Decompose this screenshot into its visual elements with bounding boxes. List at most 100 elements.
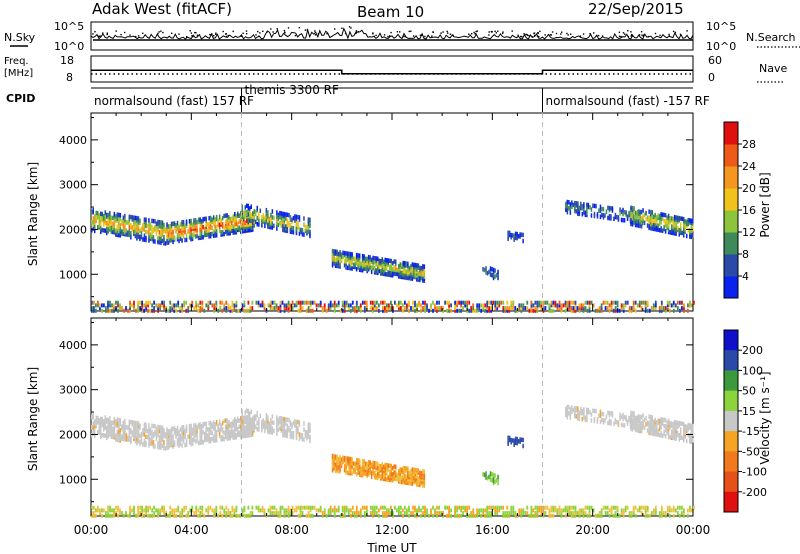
velocity-clutter-cell: [558, 505, 561, 510]
noise-search-point: [622, 32, 625, 34]
power-echo-cell: [214, 231, 216, 236]
power-echo-cell: [622, 217, 624, 223]
power-clutter-cell: [215, 303, 218, 308]
velocity-clutter-cell: [448, 511, 450, 516]
power-echo-cell: [91, 228, 93, 233]
power-clutter-cell: [137, 308, 139, 313]
power-echo-cell: [163, 234, 165, 240]
velocity-clutter-cell: [406, 511, 408, 516]
velocity-echo-cell: [121, 434, 123, 439]
power-echo-cell: [337, 259, 340, 265]
power-echo-cell: [196, 219, 198, 225]
power-clutter-cell: [679, 308, 681, 313]
velocity-echo-cell: [273, 420, 275, 426]
power-clutter-cell: [426, 303, 428, 308]
power-echo-cell: [636, 215, 638, 220]
power-echo-cell: [246, 211, 248, 217]
velocity-echo-cell: [170, 442, 173, 448]
velocity-clutter-cell: [93, 513, 95, 518]
velocity-clutter-cell: [518, 511, 521, 516]
power-echo-cell: [240, 219, 242, 224]
velocity-clutter-cell: [604, 505, 607, 510]
noise-search-point: [488, 34, 490, 36]
power-echo-cell: [634, 210, 637, 216]
power-echo-cell: [127, 230, 129, 235]
power-echo-cell: [103, 214, 105, 219]
power-clutter-cell: [672, 303, 675, 308]
velocity-echo-cell: [642, 419, 644, 424]
power-echo-cell: [339, 250, 341, 255]
power-echo-cell: [411, 262, 414, 267]
power-clutter-cell: [137, 306, 139, 311]
velocity-clutter-cell: [157, 513, 159, 518]
power-clutter-cell: [143, 303, 145, 308]
power-clutter-cell: [147, 308, 149, 313]
power-clutter-cell: [161, 300, 163, 305]
power-echo-cell: [130, 214, 132, 220]
noise-search-point: [341, 27, 343, 29]
power-echo-cell: [218, 214, 221, 219]
power-echo-cell: [604, 213, 606, 218]
noise-search-point: [442, 31, 444, 33]
noise-search-point: [284, 31, 286, 33]
velocity-clutter-cell: [420, 513, 422, 518]
power-echo-cell: [494, 268, 496, 273]
velocity-clutter-cell: [315, 508, 318, 513]
power-clutter-cell: [357, 306, 360, 311]
power-echo-cell: [619, 207, 621, 212]
power-clutter-cell: [273, 300, 276, 305]
velocity-echo-cell: [590, 412, 593, 417]
power-echo-cell: [295, 214, 298, 220]
velocity-echo-cell: [106, 417, 108, 423]
velocity-echo-cell: [642, 413, 644, 418]
velocity-clutter-cell: [498, 505, 501, 510]
power-clutter-cell: [139, 300, 141, 305]
velocity-echo-cell: [109, 430, 111, 435]
power-clutter-cell: [109, 303, 111, 308]
power-echo-cell: [639, 209, 641, 215]
velocity-echo-cell: [196, 428, 198, 434]
velocity-clutter-cell: [117, 508, 119, 513]
velocity-ytick-label: 4000: [59, 339, 87, 352]
power-echo-cell: [283, 211, 286, 217]
noise-search-point: [357, 31, 360, 33]
velocity-echo-cell: [92, 425, 94, 430]
velocity-echo-cell: [179, 433, 182, 438]
velocity-echo-cell: [208, 421, 210, 426]
velocity-echo-cell: [291, 430, 293, 436]
noise-search-point: [294, 34, 297, 37]
velocity-clutter-cell: [548, 508, 551, 513]
power-clutter-cell: [305, 308, 308, 313]
velocity-echo-cell: [240, 416, 242, 421]
velocity-clutter-cell: [456, 508, 458, 513]
power-clutter-cell: [524, 306, 527, 311]
power-echo-cell: [645, 216, 647, 222]
velocity-clutter-cell: [107, 508, 109, 513]
power-echo-cell: [166, 238, 168, 243]
velocity-clutter-cell: [564, 505, 567, 510]
velocity-echo-cell: [224, 434, 227, 440]
power-echo-cell: [270, 216, 272, 222]
velocity-echo-cell: [143, 438, 146, 443]
velocity-clutter-cell: [691, 508, 693, 513]
power-clutter-cell: [506, 300, 509, 305]
velocity-echo-cell: [595, 408, 597, 414]
noise-search-point: [474, 33, 477, 35]
velocity-clutter-cell: [129, 513, 131, 518]
power-echo-cell: [381, 263, 383, 268]
power-echo-cell: [131, 215, 134, 220]
velocity-echo-cell: [202, 440, 204, 445]
velocity-echo-cell: [292, 431, 295, 436]
velocity-clutter-cell: [109, 513, 111, 518]
velocity-clutter-cell: [217, 513, 220, 518]
power-clutter-cell: [628, 308, 631, 313]
power-clutter-cell: [512, 300, 515, 305]
velocity-clutter-cell: [311, 513, 314, 518]
power-colorbar-swatch: [724, 210, 738, 233]
velocity-echo-cell: [658, 426, 661, 432]
power-echo-cell: [261, 214, 263, 220]
power-echo-cell: [306, 229, 308, 234]
power-echo-cell: [378, 264, 380, 270]
velocity-echo-cell: [289, 428, 292, 433]
velocity-clutter-cell: [438, 505, 440, 510]
